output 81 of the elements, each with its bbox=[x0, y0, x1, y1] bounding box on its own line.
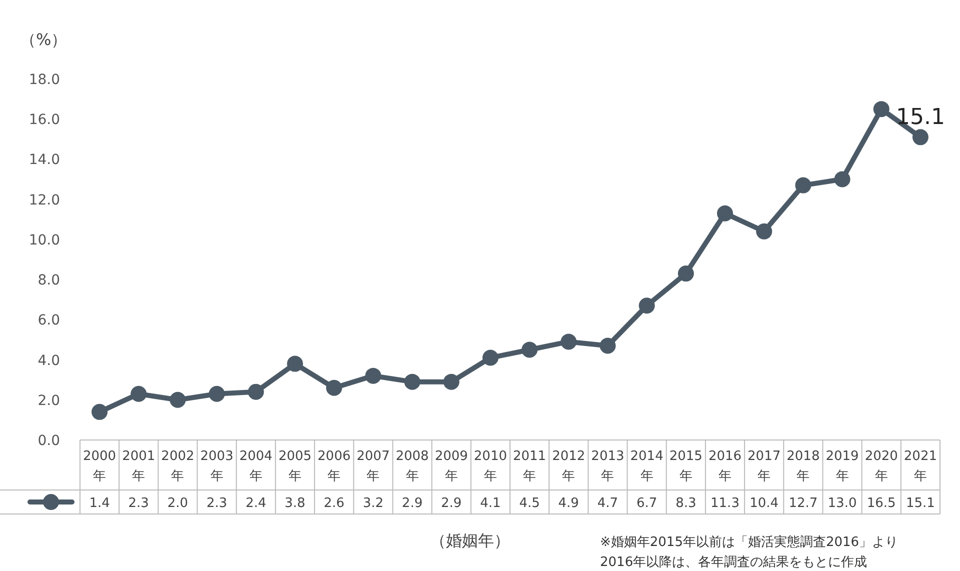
y-tick-label: 6.0 bbox=[38, 312, 60, 329]
data-label: 2.3 bbox=[206, 496, 228, 511]
x-tick-label: 2018年 bbox=[786, 449, 820, 484]
point bbox=[638, 298, 655, 314]
x-tick-label: 2011年 bbox=[513, 449, 546, 484]
data-label: 2.3 bbox=[128, 496, 149, 511]
x-tick-label: 2017年 bbox=[748, 449, 781, 484]
x-tick-label: 2020年 bbox=[864, 449, 898, 484]
point bbox=[560, 334, 577, 350]
data-label: 3.8 bbox=[284, 496, 306, 511]
point bbox=[208, 386, 225, 402]
point bbox=[326, 380, 342, 396]
text: 2016年以降は、各年調査の結果をもとに作成 bbox=[600, 555, 868, 570]
data-label: 2.4 bbox=[246, 496, 266, 511]
y-tick-label: 10.0 bbox=[28, 232, 60, 248]
x-tick-label: 2006年 bbox=[318, 449, 351, 484]
data-label: 1.4 bbox=[89, 496, 110, 511]
y-tick-label: 0.0 bbox=[38, 433, 60, 449]
y-tick-label: 8.0 bbox=[38, 272, 60, 289]
data-label: 2.9 bbox=[441, 496, 462, 511]
data-label: 10.4 bbox=[750, 496, 779, 511]
data-label: 6.7 bbox=[636, 496, 658, 511]
point bbox=[756, 223, 772, 240]
data-label: 11.3 bbox=[710, 496, 740, 511]
data-label: 8.3 bbox=[676, 496, 696, 511]
point bbox=[287, 356, 303, 372]
x-tick-label: 2016年 bbox=[708, 449, 742, 484]
point bbox=[365, 368, 382, 384]
y-tick-label: 4.0 bbox=[38, 352, 60, 369]
point bbox=[482, 350, 498, 366]
point bbox=[873, 101, 890, 118]
data-label: 2.6 bbox=[324, 496, 344, 511]
y-tick-label: 12.0 bbox=[28, 192, 60, 208]
x-tick-label: 2012年 bbox=[552, 449, 586, 484]
point bbox=[92, 404, 108, 420]
point bbox=[170, 392, 186, 408]
point bbox=[912, 129, 928, 146]
point bbox=[404, 374, 420, 390]
x-tick-label: 2008年 bbox=[396, 449, 429, 484]
point bbox=[130, 386, 147, 402]
y-tick-label: 16.0 bbox=[28, 112, 60, 128]
data-label: 4.9 bbox=[558, 496, 579, 511]
x-tick-label: 2009年 bbox=[434, 449, 468, 484]
y-tick-label: 14.0 bbox=[28, 152, 60, 168]
annotation: 15.1 bbox=[896, 105, 945, 130]
y-axis-title: （%） bbox=[20, 30, 68, 49]
y-tick-label: 2.0 bbox=[38, 392, 60, 409]
x-tick-label: 2001年 bbox=[122, 449, 156, 484]
x-tick-label: 2007年 bbox=[356, 449, 390, 484]
point bbox=[522, 342, 538, 358]
point bbox=[600, 338, 616, 354]
x-tick-label: 2000年 bbox=[83, 449, 116, 484]
data-label: 2.9 bbox=[402, 496, 423, 511]
x-tick-label: 2019年 bbox=[826, 449, 859, 484]
data-label: 13.0 bbox=[828, 496, 857, 511]
x-tick-label: 2015年 bbox=[669, 449, 702, 484]
x-tick-label: 2014年 bbox=[630, 449, 664, 484]
x-axis-title: （婚姻年） bbox=[430, 531, 510, 550]
x-tick-label: 2003年 bbox=[200, 449, 234, 484]
x-tick-label: 2010年 bbox=[474, 449, 507, 484]
data-label: 4.1 bbox=[480, 496, 501, 511]
x-tick-label: 2013年 bbox=[591, 449, 624, 484]
point bbox=[834, 171, 850, 188]
data-label: 2.0 bbox=[167, 496, 188, 511]
data-label: 16.5 bbox=[866, 496, 896, 511]
data-label: 15.1 bbox=[906, 496, 935, 511]
x-tick-label: 2021年 bbox=[904, 449, 937, 484]
point bbox=[248, 384, 264, 400]
data-label: 12.7 bbox=[788, 496, 818, 511]
x-tick-label: 2005年 bbox=[278, 449, 312, 484]
point bbox=[678, 266, 694, 282]
data-label: 3.2 bbox=[362, 496, 384, 511]
point bbox=[795, 177, 812, 194]
text: ※婚姻年2015年以前は「婚活実態調査2016」より bbox=[600, 534, 898, 550]
x-tick-label: 2002年 bbox=[161, 449, 194, 484]
point bbox=[717, 205, 733, 222]
data-label: 4.5 bbox=[519, 496, 540, 511]
y-tick-label: 18.0 bbox=[28, 72, 60, 88]
point bbox=[443, 374, 460, 390]
x-tick-label: 2004年 bbox=[239, 449, 272, 484]
data-label: 4.7 bbox=[597, 496, 618, 511]
